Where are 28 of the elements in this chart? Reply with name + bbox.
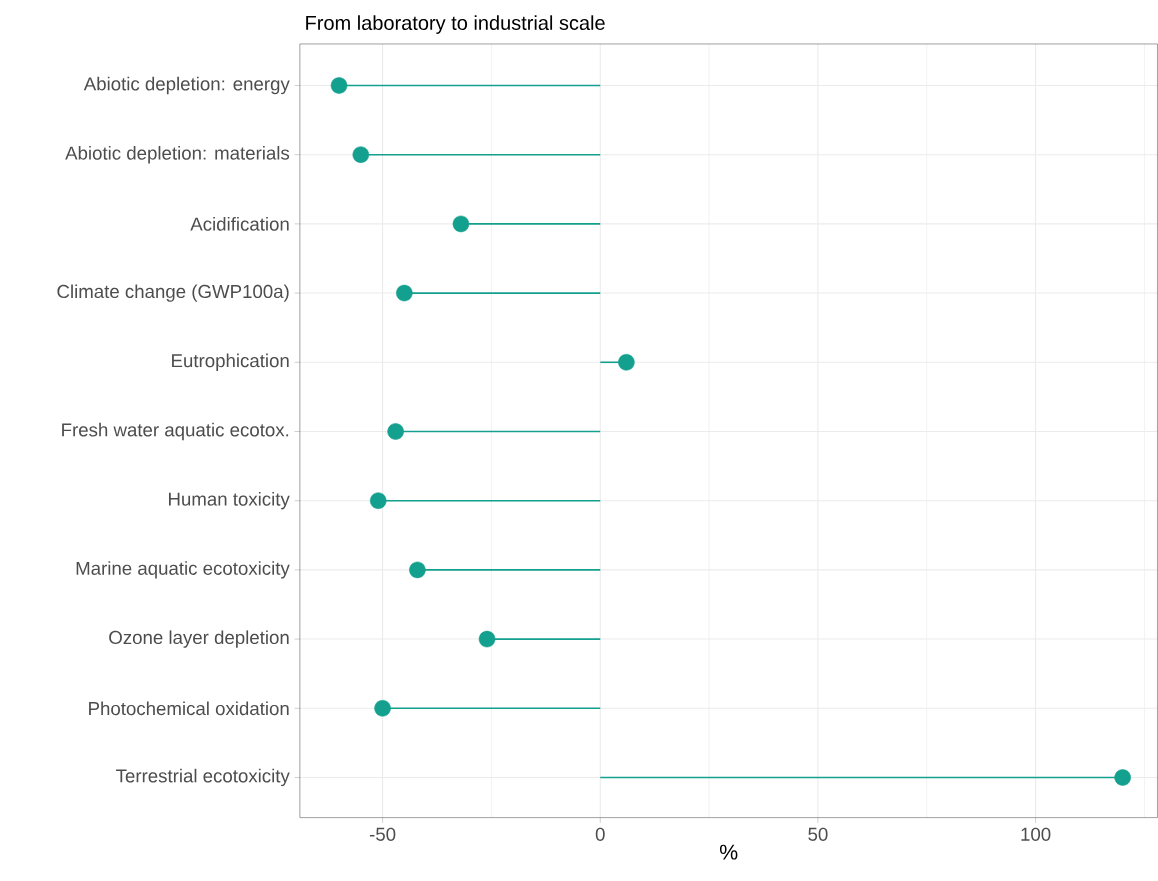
y-tick-label: Human toxicity: [169, 492, 290, 510]
y-tick-label: Climate change (GWP100a): [57, 284, 289, 302]
y-tick-label: Ozone layer depletion: [109, 630, 289, 648]
y-tick-label: Acidification: [190, 217, 289, 231]
x-axis-title: %: [719, 844, 738, 860]
point: [352, 146, 370, 164]
point: [409, 561, 426, 579]
y-tick-label: Abiotic depletion: energy: [83, 76, 290, 95]
chart-title: From laboratory to industrial scale: [306, 15, 605, 35]
y-tick-label: Fresh water aquatic ecotox.: [62, 422, 289, 441]
point: [618, 354, 635, 371]
x-tick-label: 0: [595, 827, 605, 842]
point: [478, 631, 496, 648]
x-tick-label: 100: [1021, 827, 1051, 842]
y-tick-label: Eutrophication: [172, 353, 289, 372]
point: [396, 285, 413, 302]
point: [452, 215, 470, 233]
y-tick-label: Abiotic depletion: materials: [65, 146, 290, 164]
point: [387, 423, 404, 440]
point: [369, 492, 387, 510]
x-tick-label: -50: [369, 827, 396, 842]
y-tick-label: Marine aquatic ecotoxicity: [76, 561, 290, 579]
x-tick-label: 50: [808, 827, 828, 842]
point: [330, 77, 348, 94]
point: [374, 700, 391, 717]
point: [1114, 769, 1131, 786]
y-tick-label: Terrestrial ecotoxicity: [116, 768, 290, 787]
y-tick-label: Photochemical oxidation: [89, 701, 289, 716]
